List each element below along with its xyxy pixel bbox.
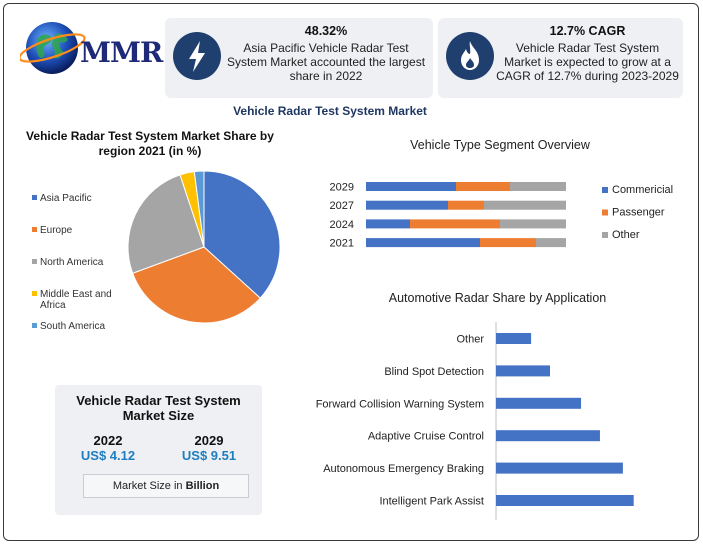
- legend-label: Middle East and Africa: [40, 289, 112, 311]
- application-bar: [496, 462, 623, 474]
- legend-swatch: [602, 209, 608, 216]
- stat-headline: 48.32%: [304, 24, 348, 38]
- vehicle-type-chart: 2029 2027 2024 2021 Commericial Passenger Othe…: [330, 182, 674, 250]
- legend-swatch: [32, 227, 37, 232]
- market-size-box: Vehicle Radar Test System Market Size 20…: [55, 385, 262, 515]
- pie-legend-item: South America: [32, 321, 132, 332]
- legend-label: Commericial: [612, 184, 673, 196]
- pie-legend-item: North America: [32, 257, 132, 268]
- market-size-note: Market Size in Billion: [83, 474, 249, 498]
- stacked-bar-segment: [500, 219, 566, 229]
- stacked-bar-segment: [410, 219, 500, 229]
- pie-legend-item: Middle East and Africa: [32, 289, 132, 311]
- legend-label: Asia Pacific: [40, 193, 92, 204]
- lightning-icon: [173, 32, 221, 80]
- legend-label: Europe: [40, 225, 73, 236]
- pie-chart: [127, 170, 281, 324]
- application-bar: [496, 430, 600, 442]
- stat-text: Vehicle Radar Test System Market is expe…: [496, 41, 679, 83]
- legend-swatch: [32, 291, 37, 296]
- stacked-bar-segment: [366, 182, 456, 191]
- pie-slice-asia-pacific: [203, 170, 281, 299]
- stat-card-cagr: 12.7% CAGR Vehicle Radar Test System Mar…: [438, 18, 683, 98]
- year-tick-label: 2021: [330, 238, 354, 250]
- stacked-bar-segment: [448, 200, 484, 210]
- year-tick-label: 2029: [330, 182, 354, 194]
- legend-swatch: [32, 259, 37, 264]
- application-bar: [496, 495, 634, 506]
- pie-slice-north-america: [127, 174, 205, 274]
- legend-swatch: [32, 195, 37, 200]
- pie-slice-europe: [132, 246, 261, 324]
- category-label: Other: [456, 334, 484, 346]
- pie-legend-item: Asia Pacific: [32, 193, 132, 204]
- legend-label: North America: [40, 257, 104, 268]
- stacked-bar-segment: [366, 219, 410, 229]
- globe-icon: [18, 22, 86, 74]
- vehicle-chart-title: Vehicle Type Segment Overview: [410, 138, 590, 152]
- stacked-bar-segment: [510, 182, 566, 191]
- legend-swatch: [602, 187, 608, 193]
- application-bar: [496, 333, 532, 344]
- stacked-bar-segment: [484, 200, 566, 210]
- pie-chart-title: Vehicle Radar Test System Market Share b…: [26, 129, 274, 158]
- legend-swatch: [602, 232, 608, 238]
- application-chart: Other Blind Spot Detection Forward Collisi…: [316, 322, 634, 520]
- logo-text: MMR: [80, 36, 163, 69]
- stacked-bar-segment: [456, 182, 510, 191]
- category-label: Blind Spot Detection: [384, 366, 484, 378]
- legend-swatch: [32, 323, 37, 328]
- category-label: Intelligent Park Assist: [379, 496, 484, 508]
- logo: MMR: [18, 14, 163, 84]
- pie-legend-item: Europe: [32, 225, 132, 236]
- value-2029: US$ 9.51: [181, 448, 237, 463]
- category-label: Adaptive Cruise Control: [368, 431, 484, 443]
- flame-icon: [446, 32, 494, 80]
- legend-label: South America: [40, 321, 106, 332]
- value-2022: US$ 4.12: [80, 448, 136, 463]
- stacked-bar-segment: [366, 238, 480, 248]
- stacked-bar-segment: [480, 238, 536, 248]
- category-label: Forward Collision Warning System: [316, 398, 484, 410]
- legend-label: Passenger: [612, 207, 665, 219]
- stacked-bar-segment: [536, 238, 566, 248]
- stat-card-share: 48.32% Asia Pacific Vehicle Radar Test S…: [165, 18, 433, 98]
- application-bar: [496, 365, 550, 377]
- market-size-title: Vehicle Radar Test System Market Size: [76, 393, 241, 423]
- pie-slice-south-america: [193, 170, 205, 248]
- year-tick-label: 2024: [330, 219, 354, 231]
- year-tick-label: 2027: [330, 200, 354, 212]
- main-title: Vehicle Radar Test System Market: [233, 104, 427, 118]
- year-2029: 2029: [194, 433, 224, 448]
- stat-text: Asia Pacific Vehicle Radar Test System M…: [226, 41, 426, 83]
- application-bar: [496, 397, 582, 409]
- category-label: Autonomous Emergency Braking: [323, 463, 484, 475]
- legend-label: Other: [612, 229, 640, 241]
- year-2022: 2022: [93, 433, 123, 448]
- stat-headline: 12.7% CAGR: [549, 24, 626, 38]
- application-chart-title: Automotive Radar Share by Application: [388, 291, 607, 305]
- stacked-bar-segment: [366, 200, 448, 210]
